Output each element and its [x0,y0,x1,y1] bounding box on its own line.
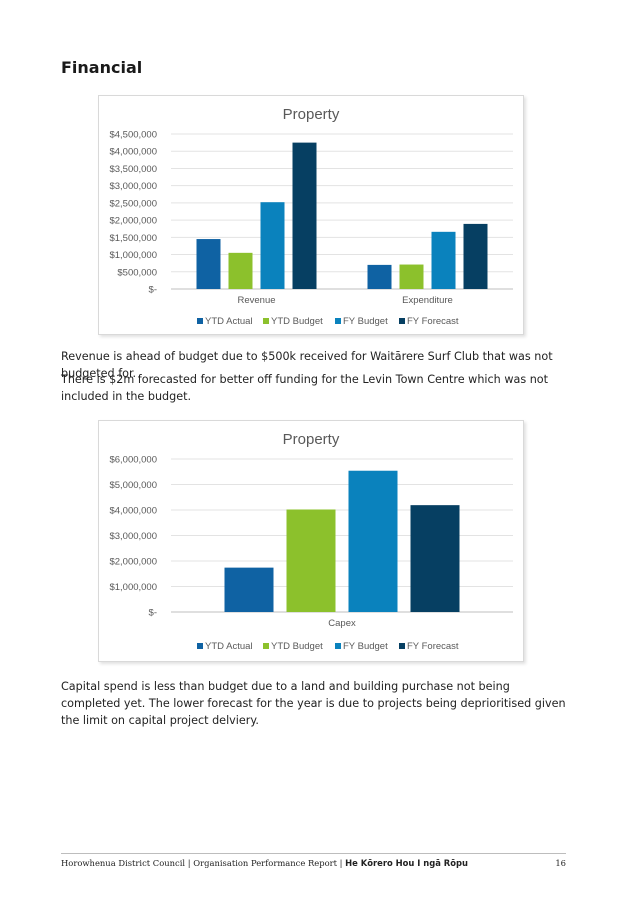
chart-title: Property [283,106,340,123]
capex-chart-svg: Property $- $1,000,000 $2,000,000 $3,000,000… [109,431,513,652]
revenue-expenditure-chart: Property $- $500,000 $1,000,000 $1,500,000 $2… [98,95,524,335]
capex-chart: Property $- $1,000,000 $2,000,000 $3,000,000… [98,420,524,662]
footer-divider [61,853,566,854]
y-tick-label: $4,000,000 [109,506,157,517]
y-tick-label: $3,000,000 [109,531,157,542]
legend-swatch [399,643,405,649]
footer-report-title: He Kōrero Hou I ngā Rōpu [345,858,468,868]
revenue-expenditure-chart-svg: Property $- $500,000 $1,000,000 $1,500,000 $2… [109,106,513,327]
y-tick-label: $2,500,000 [109,198,157,209]
legend-swatch [197,643,203,649]
capital-commentary: Capital spend is less than budget due to… [61,680,566,727]
y-tick-label: $5,000,000 [109,480,157,491]
legend-swatch [335,643,341,649]
y-tick-label: $1,000,000 [109,582,157,593]
bar-ytd-budget [399,264,424,289]
y-tick-label: $4,500,000 [109,130,157,141]
legend-label: FY Forecast [407,641,459,652]
bar-fy-budget [431,231,456,289]
bar-fy-budget [348,470,398,612]
legend-swatch [399,318,405,324]
page-footer: Horowhenua District Council | Organisati… [61,858,566,868]
x-tick-label: Expenditure [402,295,453,306]
legend-label: FY Budget [343,641,388,652]
footer-text: Horowhenua District Council | Organisati… [61,858,346,868]
bar-fy-forecast [292,142,317,289]
legend-label: YTD Budget [271,316,323,327]
x-tick-label: Capex [328,618,356,629]
legend-swatch [335,318,341,324]
y-tick-label: $2,000,000 [109,216,157,227]
legend-label: FY Budget [343,316,388,327]
x-tick-label: Revenue [237,295,275,306]
y-tick-label: $500,000 [117,267,157,278]
legend-swatch [197,318,203,324]
legend-swatch [263,643,269,649]
bar-fy-budget [260,202,285,289]
revenue-commentary: Revenue is ahead of budget due to $500k … [61,350,553,380]
y-tick-label: $1,000,000 [109,250,157,261]
y-tick-label: $2,000,000 [109,557,157,568]
page-heading: Financial [61,58,143,77]
y-tick-label: $1,500,000 [109,233,157,244]
bar-ytd-actual [367,264,392,289]
y-tick-label: $3,500,000 [109,164,157,175]
y-tick-label: $3,000,000 [109,181,157,192]
levin-commentary: There is $2m forecasted for better off f… [61,373,549,403]
bar-ytd-actual [224,567,274,612]
bar-fy-forecast [410,505,460,612]
legend-label: YTD Actual [205,316,253,327]
chart-title: Property [283,431,340,448]
y-tick-label: $- [149,608,157,619]
y-tick-label: $4,000,000 [109,147,157,158]
legend-label: YTD Actual [205,641,253,652]
legend-label: YTD Budget [271,641,323,652]
y-tick-label: $6,000,000 [109,455,157,466]
page-number: 16 [555,858,566,868]
bar-fy-forecast [463,223,488,289]
legend-swatch [263,318,269,324]
bar-ytd-actual [196,239,221,289]
bar-ytd-budget [228,252,253,289]
legend-label: FY Forecast [407,316,459,327]
bar-ytd-budget [286,509,336,612]
y-tick-label: $- [149,285,157,296]
